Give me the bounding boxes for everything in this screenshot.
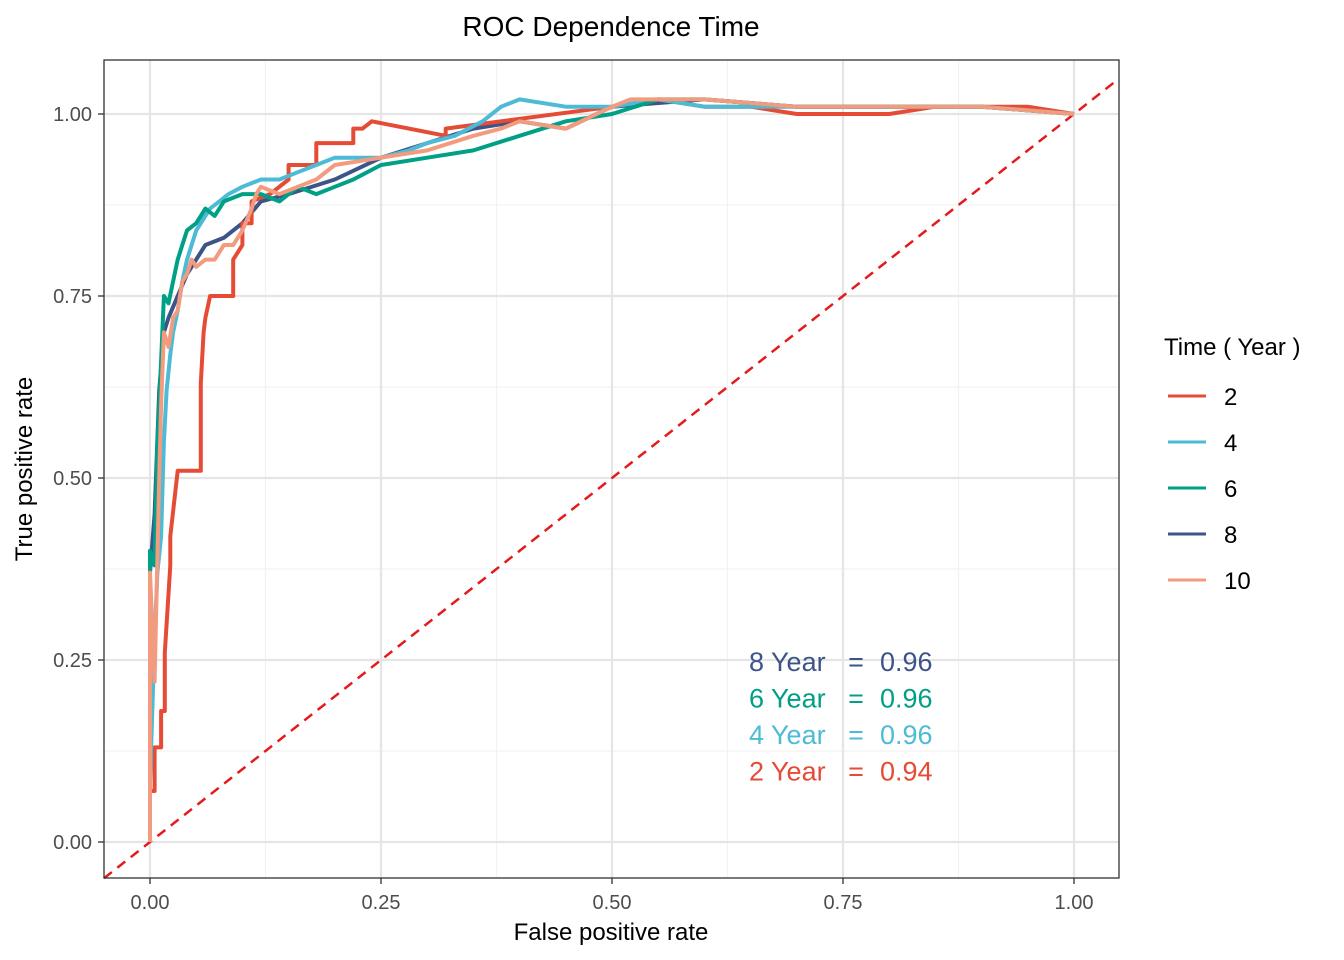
legend-label-year-4: 4 bbox=[1224, 430, 1237, 457]
x-axis-title: False positive rate bbox=[514, 919, 709, 946]
auc-annotation-equals: = bbox=[848, 647, 864, 677]
auc-annotation-label: 8 Year bbox=[749, 647, 826, 677]
auc-annotation-equals: = bbox=[848, 684, 864, 714]
roc-curves bbox=[148, 97, 1075, 842]
y-tick-label: 0.25 bbox=[53, 650, 92, 672]
y-axis-title: True positive rate bbox=[11, 377, 38, 562]
auc-annotations: 8 Year = 0.96 6 Year = 0.96 4 Year = 0.96 2 Year =… bbox=[749, 647, 933, 787]
legend-title: Time ( Year ) bbox=[1164, 334, 1301, 361]
chart-title: ROC Dependence Time bbox=[462, 11, 759, 42]
auc-annotation-equals: = bbox=[848, 720, 864, 750]
y-tick-label: 0.75 bbox=[53, 286, 92, 308]
x-tick-label: 1.00 bbox=[1055, 892, 1094, 914]
legend-label-year-6: 6 bbox=[1224, 476, 1237, 503]
x-tick-label: 0.50 bbox=[593, 892, 632, 914]
x-tick-label: 0.00 bbox=[131, 892, 170, 914]
auc-annotation-value: 0.96 bbox=[880, 647, 933, 677]
auc-annotation-equals: = bbox=[848, 757, 864, 787]
auc-annotation-value: 0.96 bbox=[880, 684, 933, 714]
y-tick-label: 0.00 bbox=[53, 832, 92, 854]
legend-label-year-10: 10 bbox=[1224, 568, 1251, 595]
diagonal-reference-line bbox=[103, 77, 1120, 880]
y-tick-label: 1.00 bbox=[53, 104, 92, 126]
auc-annotation-label: 2 Year bbox=[749, 757, 826, 787]
legend: Time ( Year ) 2 4 6 8 10 bbox=[1164, 334, 1301, 595]
roc-curve-year-10 bbox=[148, 97, 1075, 842]
auc-annotation: 2 Year = 0.94 bbox=[749, 757, 933, 787]
roc-curve-year-6 bbox=[148, 97, 1075, 842]
axis-ticks: 0.00 0.25 0.50 0.75 1.00 0.00 0.25 0.50 0.75 1.00 bbox=[53, 104, 1093, 914]
auc-annotation: 8 Year = 0.96 bbox=[749, 647, 933, 677]
x-tick-label: 0.25 bbox=[362, 892, 401, 914]
x-tick-label: 0.75 bbox=[824, 892, 863, 914]
auc-annotation-value: 0.96 bbox=[880, 720, 933, 750]
auc-annotation-value: 0.94 bbox=[880, 757, 933, 787]
y-tick-label: 0.50 bbox=[53, 468, 92, 490]
legend-label-year-2: 2 bbox=[1224, 384, 1237, 411]
legend-label-year-8: 8 bbox=[1224, 522, 1237, 549]
auc-annotation-label: 6 Year bbox=[749, 684, 826, 714]
auc-annotation: 6 Year = 0.96 bbox=[749, 684, 933, 714]
auc-annotation: 4 Year = 0.96 bbox=[749, 720, 933, 750]
roc-curve-year-4 bbox=[148, 97, 1075, 842]
auc-annotation-label: 4 Year bbox=[749, 720, 826, 750]
